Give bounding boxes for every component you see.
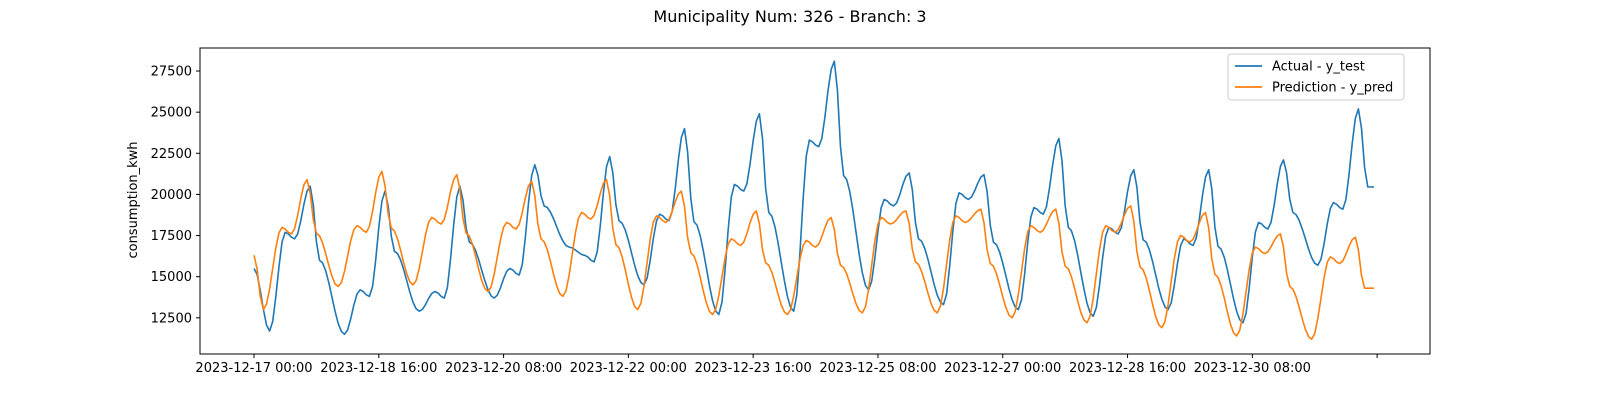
x-tick-label: 2023-12-22 00:00 [570, 361, 687, 376]
x-tick-label: 2023-12-25 08:00 [819, 361, 936, 376]
x-tick-label: 2023-12-27 00:00 [944, 361, 1061, 376]
y-tick-label: 25000 [151, 106, 192, 121]
y-tick-label: 12500 [151, 311, 192, 326]
series-line-0 [253, 60, 1374, 336]
chart-title: Municipality Num: 326 - Branch: 3 [653, 7, 926, 26]
y-axis: 12500 15000 17500 20000 22500 25000 27500 [151, 65, 200, 326]
x-tick-label: 2023-12-20 08:00 [445, 361, 562, 376]
plot-area [199, 47, 1431, 355]
legend-box [1227, 53, 1405, 101]
legend: Actual - y_test Prediction - y_pred [1227, 53, 1405, 101]
y-tick-label: 20000 [151, 188, 192, 203]
x-tick-label: 2023-12-23 16:00 [695, 361, 812, 376]
y-axis-label: consumption_kwh [126, 141, 141, 258]
plot-frame [199, 47, 1431, 355]
x-tick-label: 2023-12-18 16:00 [320, 361, 437, 376]
x-axis: 2023-12-17 00:00 2023-12-18 16:00 2023-12-… [195, 354, 1378, 376]
series-line-1 [253, 170, 1374, 340]
x-tick-label: 2023-12-17 00:00 [195, 361, 312, 376]
y-tick-label: 27500 [151, 65, 192, 80]
x-tick-label: 2023-12-28 16:00 [1069, 361, 1186, 376]
x-tick-label: 2023-12-30 08:00 [1194, 361, 1311, 376]
legend-label: Actual - y_test [1272, 60, 1365, 75]
y-tick-label: 17500 [151, 229, 192, 244]
y-tick-label: 22500 [151, 147, 192, 162]
series-lines [253, 60, 1374, 340]
y-tick-label: 15000 [151, 270, 192, 285]
legend-label: Prediction - y_pred [1272, 81, 1393, 96]
